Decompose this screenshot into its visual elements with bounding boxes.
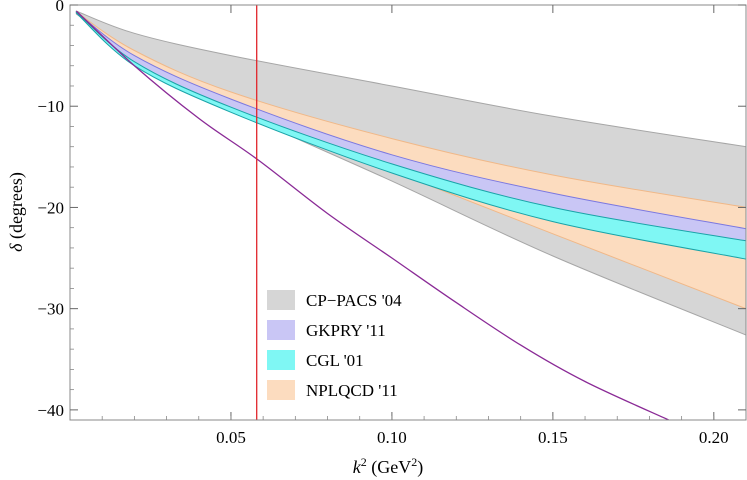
legend-label-gkpry: GKPRY '11 bbox=[306, 321, 386, 340]
axes-layer bbox=[69, 4, 747, 421]
x-tick-label: 0.20 bbox=[699, 428, 729, 447]
band-cgl-01 bbox=[75, 11, 746, 260]
y-tick-label: −40 bbox=[37, 401, 64, 420]
y-tick-label: −10 bbox=[37, 97, 64, 116]
legend-label-nplqcd: NPLQCD '11 bbox=[306, 381, 398, 400]
legend: CP−PACS '04 GKPRY '11 CGL '01 NPLQCD '11 bbox=[267, 290, 402, 400]
bands-layer bbox=[75, 10, 746, 336]
ticks-layer: 0.05 0.10 0.15 0.20 0 −10 −20 −30 −40 bbox=[37, 0, 746, 447]
curve-layer bbox=[75, 10, 669, 420]
legend-swatch-cgl bbox=[267, 350, 295, 370]
purple-curve bbox=[75, 10, 669, 420]
x-tick-label: 0.10 bbox=[377, 428, 407, 447]
legend-swatch-cp-pacs bbox=[267, 290, 295, 310]
legend-swatch-gkpry bbox=[267, 320, 295, 340]
legend-swatch-nplqcd bbox=[267, 380, 295, 400]
y-tick-label: −20 bbox=[37, 198, 64, 217]
x-axis-title: k2 (GeV2) bbox=[353, 455, 423, 478]
legend-label-cgl: CGL '01 bbox=[306, 351, 364, 370]
y-axis-title: δ (degrees) bbox=[6, 172, 27, 252]
legend-label-cp-pacs: CP−PACS '04 bbox=[306, 291, 402, 310]
x-tick-label: 0.15 bbox=[538, 428, 568, 447]
x-tick-label: 0.05 bbox=[216, 428, 246, 447]
y-tick-label: −30 bbox=[37, 300, 64, 319]
y-tick-label: 0 bbox=[56, 0, 65, 15]
plot-frame bbox=[69, 4, 747, 421]
